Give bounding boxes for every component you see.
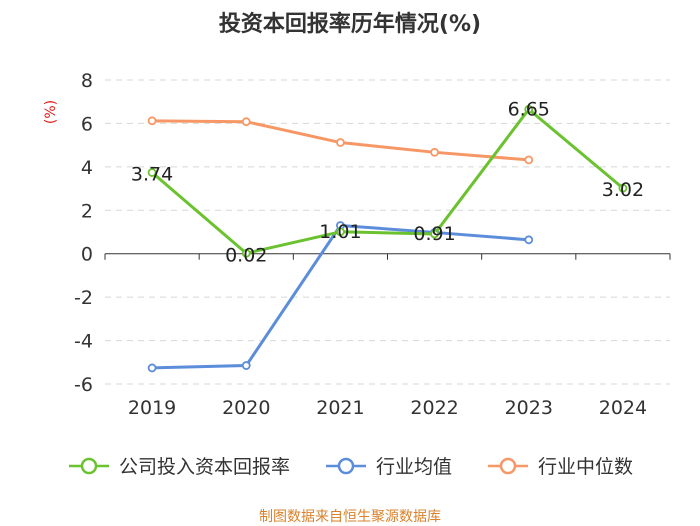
data-point xyxy=(241,248,251,258)
axes: 8 6 4 2 0 -2 -4 -6 2019 2020 2021 2022 2023 2024 xyxy=(74,70,671,419)
y-tick-label: -4 xyxy=(74,331,93,353)
legend-marker-icon xyxy=(325,457,366,474)
data-point xyxy=(524,235,534,245)
data-point xyxy=(618,183,628,193)
chart-title: 投资本回报率历年情况(%) xyxy=(218,12,482,37)
y-tick-label: 4 xyxy=(81,157,93,179)
y-tick-label: 8 xyxy=(81,70,93,92)
data-point xyxy=(430,229,439,239)
legend-item: 行业均值 xyxy=(324,452,452,479)
legend-label: 行业中位数 xyxy=(538,456,634,478)
data-point xyxy=(147,168,157,177)
line-chart: 8 6 4 2 0 -2 -4 -6 2019 2020 2021 2022 2023 2024 3.74… xyxy=(43,70,671,419)
data-label: 1.01 xyxy=(319,221,361,243)
y-tick-label: 0 xyxy=(81,244,93,266)
x-tick-label: 2022 xyxy=(410,397,458,419)
series-lines xyxy=(147,104,628,373)
data-label: 6.65 xyxy=(508,98,550,120)
y-tick-label: -6 xyxy=(74,374,93,396)
data-point xyxy=(524,104,534,114)
y-tick-label: 6 xyxy=(81,113,93,135)
legend-marker-icon xyxy=(488,457,528,474)
data-point xyxy=(241,117,251,127)
x-tick-label: 2020 xyxy=(222,397,270,419)
data-point xyxy=(147,116,157,126)
series-line xyxy=(151,107,624,255)
y-tick-label: -2 xyxy=(74,287,93,309)
legend: 公司投入资本回报率 行业均值 行业中位数 xyxy=(0,452,700,479)
data-point xyxy=(524,155,534,165)
data-label: 3.02 xyxy=(602,179,644,201)
x-tick-label: 2021 xyxy=(316,397,364,419)
legend-item: 公司投入资本回报率 xyxy=(67,452,290,479)
source-note: 制图数据来自恒生聚源数据库 xyxy=(259,509,441,525)
y-tick-label: 2 xyxy=(81,200,93,222)
legend-label: 行业均值 xyxy=(375,456,452,478)
x-tick-label: 2024 xyxy=(599,397,647,419)
data-labels: 3.74 0.02 1.01 0.91 6.65 3.02 xyxy=(131,98,644,266)
data-label: 3.74 xyxy=(131,164,173,186)
x-tick-label: 2023 xyxy=(505,397,553,419)
legend-item: 行业中位数 xyxy=(486,452,633,479)
legend-marker-icon xyxy=(68,457,109,474)
data-point xyxy=(336,138,345,147)
data-label: 0.91 xyxy=(413,223,455,245)
y-axis-label: (%) xyxy=(43,100,59,124)
x-tick-label: 2019 xyxy=(128,397,176,419)
legend-label: 公司投入资本回报率 xyxy=(118,456,290,478)
data-point xyxy=(147,363,157,373)
data-label: 0.02 xyxy=(225,244,267,266)
data-point xyxy=(430,147,439,157)
data-point xyxy=(336,227,345,237)
data-point xyxy=(241,361,251,370)
